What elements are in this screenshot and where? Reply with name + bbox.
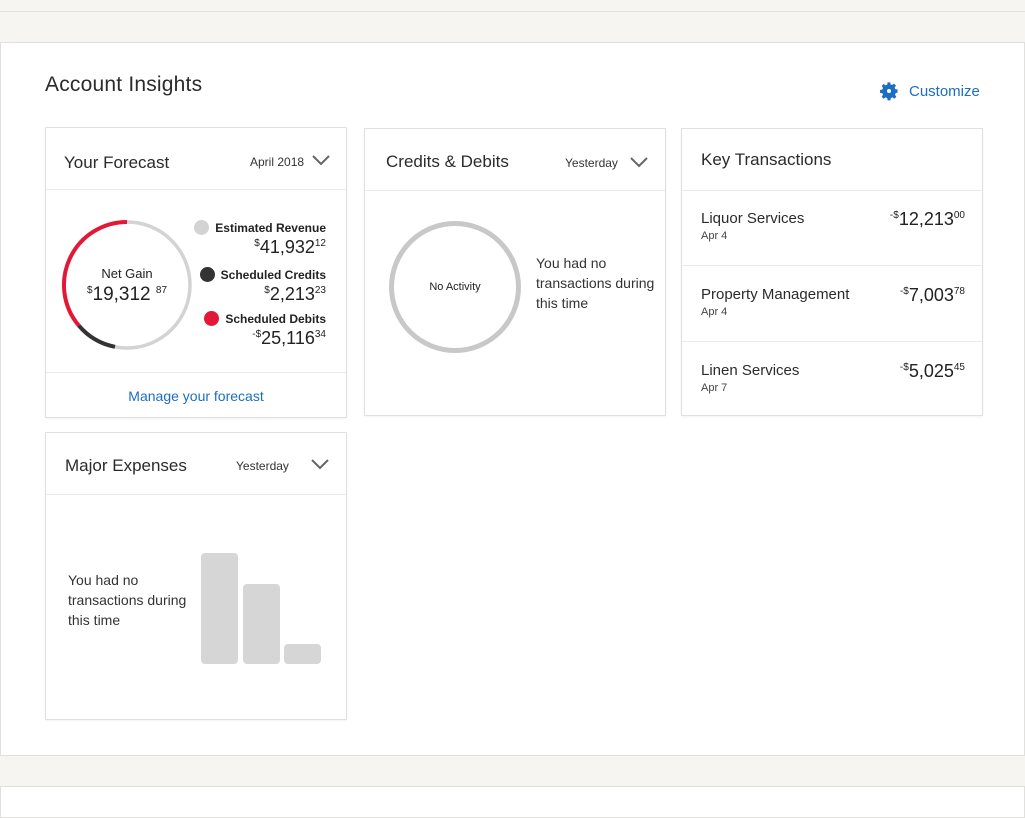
transaction-amount: -$5,02545 <box>899 361 965 381</box>
transaction-row[interactable]: Linen Services Apr 7 -$5,02545 <box>701 361 965 394</box>
credits-dot-icon <box>199 267 215 282</box>
credits-empty-message: You had no transactions during this time <box>536 255 655 311</box>
credits-header: Credits & Debits Yesterday <box>365 129 665 191</box>
placeholder-bar <box>284 644 321 664</box>
net-gain-label: Net Gain <box>101 266 153 281</box>
no-activity-label: No Activity <box>429 281 481 293</box>
customize-label: Customize <box>909 82 980 100</box>
forecast-header: Your Forecast April 2018 <box>46 128 346 190</box>
forecast-period-dropdown[interactable]: April 2018 <box>250 155 305 169</box>
revenue-dot-icon <box>194 220 210 235</box>
major-expenses-card: Major Expenses Yesterday You had no tran… <box>45 432 347 720</box>
forecast-ring-chart <box>61 220 192 350</box>
gear-icon <box>880 82 898 101</box>
legend-scheduled-credits: Scheduled Credits $2,21323 <box>199 267 326 305</box>
manage-forecast-link[interactable]: Manage your forecast <box>128 388 264 404</box>
transaction-amount: -$12,21300 <box>889 209 965 229</box>
ring-credits-arc <box>77 324 116 349</box>
forecast-card: Your Forecast April 2018 Net Gain $19,31… <box>45 127 347 418</box>
chevron-down-icon[interactable] <box>630 157 648 169</box>
expenses-title: Major Expenses <box>65 456 187 475</box>
key-transactions-card: Key Transactions Liquor Services Apr 4 -… <box>681 128 983 416</box>
no-activity-circle: No Activity <box>389 221 521 353</box>
net-gain-ring: Net Gain $19,312 87 <box>60 218 194 352</box>
keytx-header: Key Transactions <box>682 129 982 191</box>
expenses-empty-message: You had no transactions during this time <box>68 572 187 628</box>
credits-title: Credits & Debits <box>386 152 509 171</box>
debits-dot-icon <box>204 311 220 326</box>
transaction-amount: -$7,00378 <box>899 285 965 305</box>
transaction-row[interactable]: Property Management Apr 4 -$7,00378 <box>682 266 982 342</box>
top-bar <box>0 0 1025 12</box>
expenses-header: Major Expenses Yesterday <box>46 433 346 495</box>
manage-forecast-section: Manage your forecast <box>46 372 346 419</box>
ring-debits-arc <box>61 220 128 327</box>
forecast-title: Your Forecast <box>64 153 170 172</box>
net-gain-amount: $19,312 87 <box>86 284 168 305</box>
page-title: Account Insights <box>45 73 203 96</box>
customize-button[interactable]: Customize <box>878 80 980 102</box>
credits-debits-card: Credits & Debits Yesterday No Activity Y… <box>364 128 666 416</box>
transaction-row[interactable]: Liquor Services Apr 4 -$12,21300 <box>682 190 982 266</box>
legend-estimated-revenue: Estimated Revenue $41,93212 <box>194 220 326 258</box>
keytx-title: Key Transactions <box>701 150 832 169</box>
chevron-down-icon[interactable] <box>312 155 330 167</box>
expenses-period-dropdown[interactable]: Yesterday <box>236 459 289 473</box>
next-panel <box>0 786 1025 818</box>
placeholder-bar <box>243 584 280 664</box>
placeholder-bar <box>201 553 238 664</box>
legend-scheduled-debits: Scheduled Debits -$25,11634 <box>204 311 326 349</box>
credits-period-dropdown[interactable]: Yesterday <box>565 156 618 170</box>
chevron-down-icon[interactable] <box>311 459 329 471</box>
